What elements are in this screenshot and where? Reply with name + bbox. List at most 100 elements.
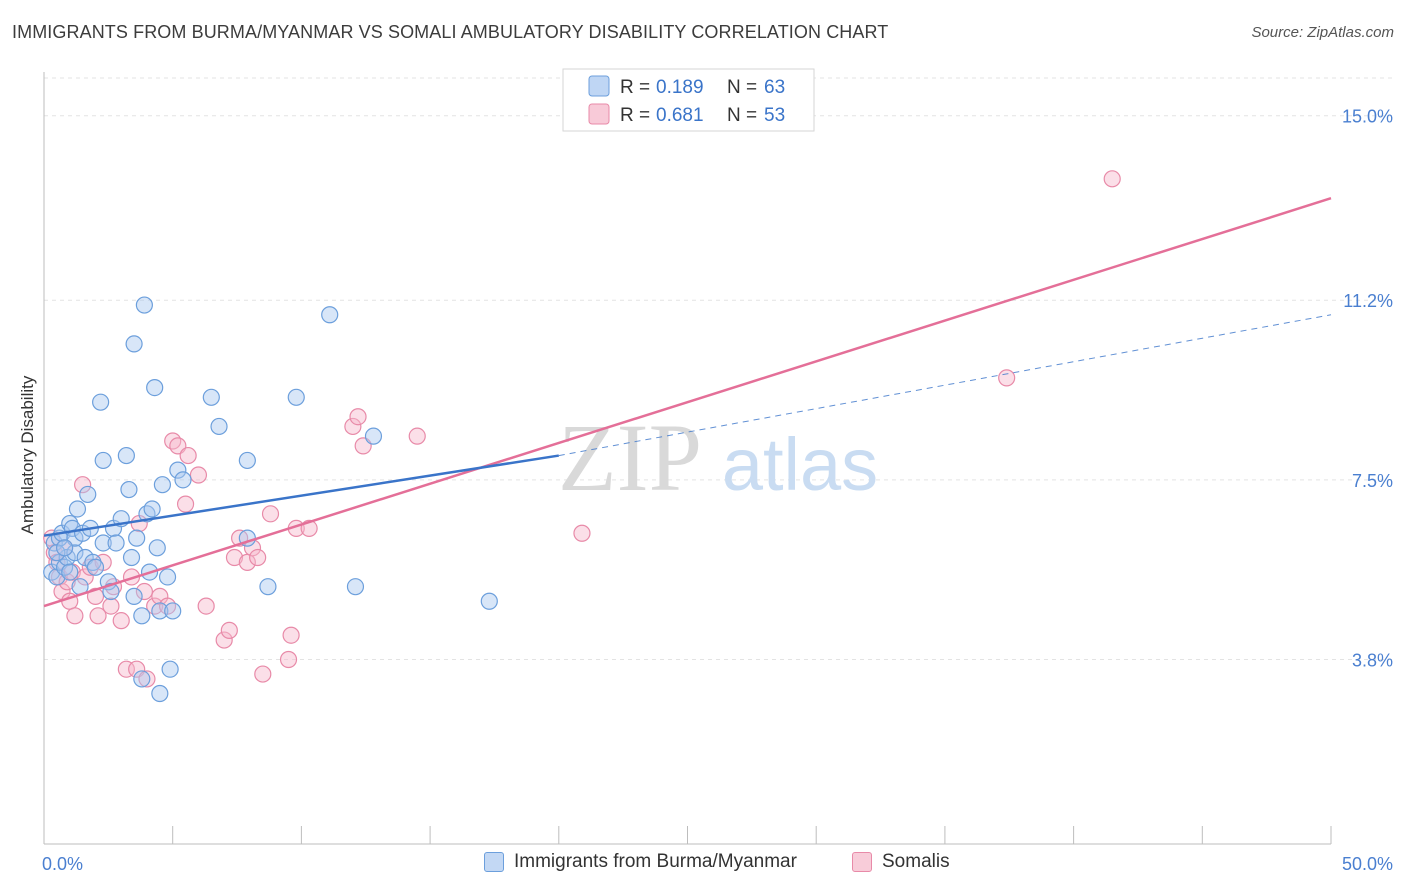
legend-burma-label: Immigrants from Burma/Myanmar xyxy=(514,851,797,872)
burma-point-32 xyxy=(125,335,143,353)
burma-point-6 xyxy=(55,558,74,576)
somalis-point-30 xyxy=(176,495,195,513)
burma-point-59 xyxy=(480,592,498,610)
somalis-point-24 xyxy=(138,670,156,688)
somalis-point-14 xyxy=(89,607,107,625)
burma-point-29 xyxy=(120,480,138,499)
y-tick-label-1: 7.5% xyxy=(1352,471,1393,491)
burma-point-13 xyxy=(68,500,87,518)
watermark-zip: ZIP xyxy=(558,404,702,511)
burma-point-34 xyxy=(133,607,151,625)
y-axis-label: Ambulatory Disability xyxy=(18,375,37,534)
burma-point-31 xyxy=(125,587,143,605)
somalis-point-31 xyxy=(179,446,197,465)
burma-point-41 xyxy=(148,539,166,557)
somalis-point-40 xyxy=(249,548,267,567)
somalis-trend-line xyxy=(43,197,1332,608)
somalis-point-23 xyxy=(135,582,153,601)
somalis-point-16 xyxy=(102,597,120,615)
somalis-point-6 xyxy=(58,573,76,591)
burma-point-35 xyxy=(133,670,151,688)
somalis-point-33 xyxy=(197,597,215,615)
somalis-point-42 xyxy=(261,505,280,523)
somalis-point-43 xyxy=(279,650,298,669)
burma-point-42 xyxy=(151,684,169,703)
burma-point-58 xyxy=(364,427,383,445)
burma-point-36 xyxy=(135,296,153,314)
y-tick-labels: 3.8% 7.5% 11.2% 15.0% xyxy=(1342,107,1393,671)
x-tick-labels: 0.0% 50.0% xyxy=(42,854,1393,874)
somalis-point-34 xyxy=(215,631,233,649)
burma-point-20 xyxy=(92,393,110,411)
somalis-point-9 xyxy=(66,607,84,625)
trend-lines xyxy=(43,197,1332,608)
burma-point-43 xyxy=(151,602,169,620)
legend-pink-r-label: R = xyxy=(620,105,650,126)
burma-point-39 xyxy=(143,500,161,518)
legend-blue-swatch xyxy=(588,75,610,97)
burma-trend-line xyxy=(43,454,559,537)
legend-pink-swatch xyxy=(588,103,610,125)
burma-point-49 xyxy=(174,471,192,489)
somalis-point-18 xyxy=(112,612,130,630)
chart-title: IMMIGRANTS FROM BURMA/MYANMAR VS SOMALI … xyxy=(12,22,889,42)
x-tick-label-0: 0.0% xyxy=(42,854,83,874)
watermark: ZIP atlas xyxy=(558,404,878,511)
axes xyxy=(43,72,1332,845)
gridlines xyxy=(44,77,1393,660)
legend-pink-n-value: 53 xyxy=(764,105,785,126)
somalis-point-28 xyxy=(164,432,182,450)
legend-blue-n-value: 63 xyxy=(764,77,785,98)
somalis-point-52 xyxy=(998,369,1016,387)
somalis-point-50 xyxy=(408,427,426,445)
burma-point-45 xyxy=(158,568,177,586)
y-tick-label-2: 11.2% xyxy=(1343,291,1393,311)
somalis-point-36 xyxy=(225,548,244,567)
somalis-point-47 xyxy=(344,417,362,436)
burma-point-18 xyxy=(84,553,102,571)
burma-point-57 xyxy=(346,578,365,596)
burma-point-19 xyxy=(86,558,105,576)
y-tick-label-3: 15.0% xyxy=(1342,107,1393,127)
burma-point-56 xyxy=(321,306,339,324)
legend-blue-n-label: N = xyxy=(727,77,757,98)
legend-item-somalis: Somalis xyxy=(852,851,950,873)
burma-point-30 xyxy=(122,548,141,567)
somalis-point-12 xyxy=(81,558,99,576)
burma-point-61 xyxy=(55,539,74,557)
legend-blue-r-label: R = xyxy=(620,77,650,98)
legend-somalis-label: Somalis xyxy=(882,851,950,872)
burma-points xyxy=(43,296,498,703)
burma-point-33 xyxy=(128,529,146,547)
somalis-point-51 xyxy=(573,524,591,542)
burma-point-40 xyxy=(146,378,164,397)
burma-point-26 xyxy=(107,534,125,552)
burma-point-44 xyxy=(153,476,172,494)
legend-burma-swatch xyxy=(484,852,504,872)
somalis-point-48 xyxy=(349,408,367,426)
burma-point-47 xyxy=(161,660,179,678)
burma-point-16 xyxy=(79,485,97,504)
burma-point-55 xyxy=(287,388,305,406)
somalis-point-25 xyxy=(146,597,164,615)
somalis-point-35 xyxy=(220,621,238,639)
burma-point-11 xyxy=(66,544,84,562)
legend-blue-r-value: 0.189 xyxy=(656,77,704,98)
burma-trend-extension xyxy=(558,314,1332,457)
somalis-point-53 xyxy=(1103,170,1121,188)
somalis-point-44 xyxy=(282,626,300,644)
somalis-point-13 xyxy=(86,587,105,605)
burma-point-22 xyxy=(94,534,112,552)
burma-point-50 xyxy=(202,388,220,406)
burma-point-54 xyxy=(259,578,277,596)
burma-point-48 xyxy=(169,461,187,479)
burma-point-46 xyxy=(164,602,182,620)
burma-point-52 xyxy=(238,451,256,470)
burma-point-51 xyxy=(210,417,228,436)
burma-point-24 xyxy=(102,582,120,601)
x-tick-label-1: 50.0% xyxy=(1342,854,1393,874)
burma-point-28 xyxy=(117,446,135,465)
legend-pink-r-value: 0.681 xyxy=(656,105,704,126)
source-label: Source: ZipAtlas.com xyxy=(1251,24,1394,41)
